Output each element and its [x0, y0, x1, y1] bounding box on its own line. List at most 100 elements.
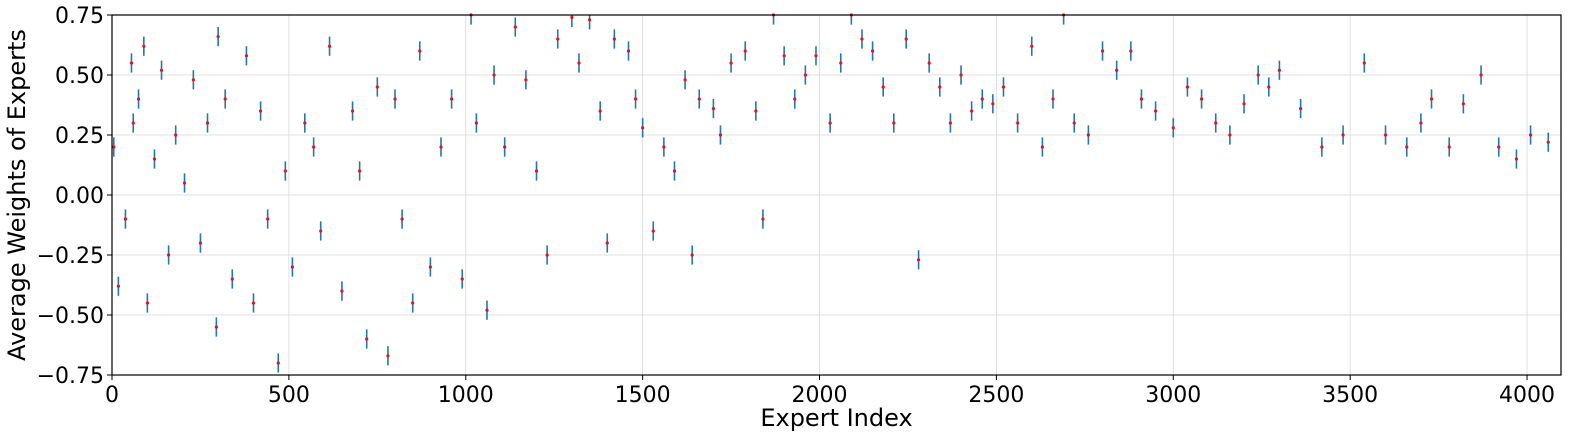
data-point [230, 277, 234, 281]
data-point [1153, 109, 1158, 113]
data-point [400, 217, 404, 221]
data-point [350, 109, 355, 113]
data-point [116, 284, 120, 288]
data-point [860, 37, 864, 41]
data-point [112, 145, 116, 149]
data-point [1267, 85, 1271, 89]
data-point [1040, 145, 1044, 149]
data-point [633, 97, 638, 101]
data-point [587, 18, 592, 22]
data-point [198, 241, 203, 245]
data-point [1405, 145, 1409, 149]
data-point [290, 265, 295, 269]
x-tick-label: 3000 [1145, 383, 1201, 408]
data-point [598, 109, 602, 113]
data-point [1001, 85, 1006, 89]
data-point [205, 121, 210, 125]
data-point [439, 145, 443, 149]
data-point [1139, 97, 1144, 101]
data-point [474, 121, 478, 125]
data-point [411, 301, 415, 305]
data-point [182, 181, 187, 185]
data-point [718, 133, 723, 137]
data-point [375, 85, 379, 89]
data-point [1341, 133, 1345, 137]
data-point [1256, 73, 1260, 77]
data-point [428, 265, 432, 269]
data-point [626, 49, 631, 53]
data-point [131, 121, 135, 125]
data-point [534, 169, 539, 173]
data-point [327, 44, 332, 48]
data-point [174, 133, 178, 137]
data-point [545, 253, 549, 257]
data-point [1214, 121, 1218, 125]
data-point [223, 97, 227, 101]
data-points [112, 13, 1550, 365]
data-point [1185, 85, 1190, 89]
data-point [276, 361, 280, 365]
data-point [191, 78, 195, 82]
data-point [980, 97, 984, 101]
x-tick-label: 4000 [1499, 383, 1555, 408]
data-point [450, 97, 454, 101]
data-point [386, 354, 390, 358]
data-point [244, 54, 249, 58]
data-point [556, 37, 560, 41]
data-point [570, 15, 574, 19]
x-tick-label: 0 [105, 383, 119, 408]
y-tick-label: 0.75 [55, 4, 104, 29]
data-point [159, 68, 164, 72]
data-point [1228, 133, 1232, 137]
data-point [1199, 97, 1204, 101]
data-point [136, 97, 141, 101]
data-point [991, 102, 995, 106]
y-axis-ticks: −0.75 −0.50 −0.25 0.00 0.25 0.50 0.75 [37, 4, 112, 389]
data-point [358, 169, 362, 173]
y-tick-label: −0.25 [37, 244, 104, 269]
data-point [460, 277, 464, 281]
data-point [1030, 44, 1034, 48]
data-point [970, 109, 974, 113]
data-point [340, 289, 344, 293]
data-point [1115, 68, 1119, 72]
data-point [303, 121, 307, 125]
y-tick-label: −0.50 [37, 304, 104, 329]
data-point [1461, 102, 1465, 106]
data-point [1497, 145, 1501, 149]
x-tick-label: 2500 [968, 383, 1024, 408]
data-point [418, 49, 422, 53]
data-point [1546, 140, 1550, 144]
data-point [1171, 126, 1175, 130]
data-point [152, 157, 157, 161]
data-point [524, 78, 528, 82]
data-point [214, 325, 218, 329]
data-point [1429, 97, 1434, 101]
data-point [761, 217, 765, 221]
data-point [167, 253, 171, 257]
data-point [870, 49, 875, 53]
data-point [793, 97, 797, 101]
data-point [916, 258, 921, 262]
y-tick-label: 0.00 [55, 184, 104, 209]
x-tick-label: 500 [268, 383, 310, 408]
data-point [651, 229, 655, 233]
y-tick-label: 0.50 [55, 64, 104, 89]
data-point [1447, 145, 1451, 149]
data-point [1277, 68, 1282, 72]
x-axis-label: Expert Index [760, 404, 912, 432]
data-point [904, 37, 908, 41]
data-point [251, 301, 256, 305]
data-point [319, 229, 323, 233]
x-tick-label: 2000 [792, 383, 848, 408]
data-point [1016, 121, 1020, 125]
data-point [697, 97, 701, 101]
data-point [839, 61, 843, 65]
data-point [927, 61, 931, 65]
data-point [1528, 133, 1533, 137]
data-point [503, 145, 507, 149]
data-point [605, 241, 609, 245]
y-tick-label: 0.25 [55, 124, 104, 149]
data-point [754, 109, 758, 113]
